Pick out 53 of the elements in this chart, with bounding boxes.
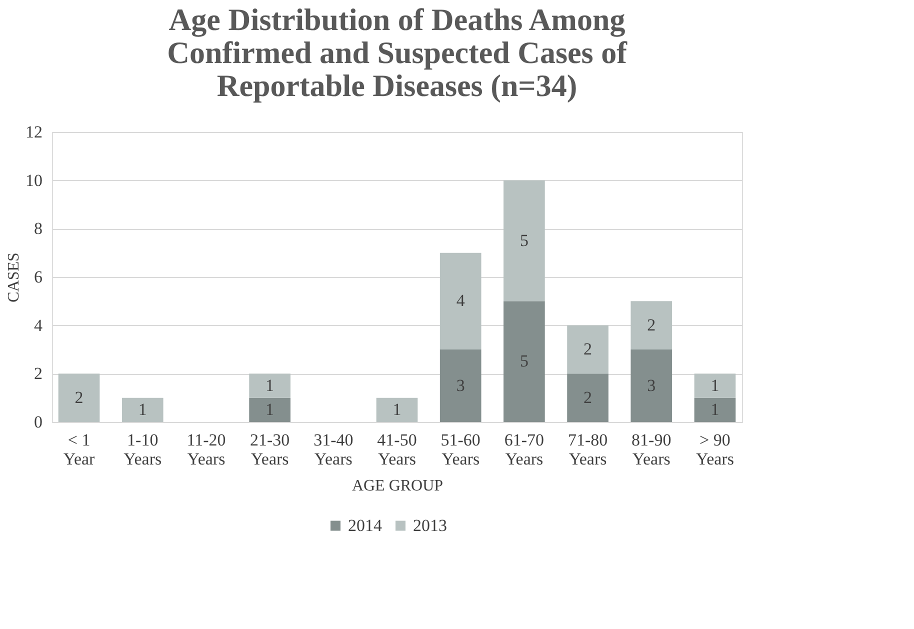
bar <box>567 374 608 422</box>
data-label: 1 <box>138 400 147 419</box>
y-tick-label: 8 <box>34 219 42 238</box>
bar <box>122 398 164 422</box>
data-label: 5 <box>520 352 528 371</box>
data-label: 3 <box>647 376 656 395</box>
x-tick-label: 61-70 Years <box>504 430 544 468</box>
x-tick-label: 51-60 Years <box>440 430 480 468</box>
x-tick-label: 41-50 Years <box>377 430 417 468</box>
x-tick-label: 21-30 Years <box>250 430 290 468</box>
x-tick-label: 31-40 Years <box>314 430 354 468</box>
data-label: 1 <box>266 400 274 419</box>
x-tick-label: 71-80 Years <box>568 430 608 468</box>
data-label: 1 <box>710 376 720 395</box>
bar <box>440 350 482 422</box>
y-tick-label: 4 <box>34 316 43 335</box>
bar <box>376 398 418 422</box>
bar <box>58 374 100 422</box>
data-label: 2 <box>584 388 592 407</box>
legend-label: 2014 <box>348 516 382 535</box>
bar <box>249 398 290 422</box>
y-tick-label: 0 <box>34 412 42 432</box>
x-tick-label: 81-90 Years <box>632 430 672 468</box>
bar <box>249 374 290 398</box>
bar <box>630 350 672 422</box>
data-label: 1 <box>266 376 274 395</box>
bar <box>504 301 545 422</box>
x-axis-title: AGE GROUP <box>352 478 444 494</box>
bar <box>440 252 482 350</box>
data-label: 5 <box>520 230 528 250</box>
y-tick-label: 2 <box>34 364 42 384</box>
y-tick-label: 10 <box>26 170 42 190</box>
data-label: 1 <box>710 400 720 419</box>
x-tick-label: 1-10 Years <box>124 430 162 468</box>
x-tick-label: < 1 Year <box>63 430 96 468</box>
y-tick-label: 12 <box>26 122 42 142</box>
data-label: 2 <box>584 340 592 358</box>
y-tick-label: 6 <box>34 268 42 286</box>
y-axis-title: CASES <box>6 252 22 302</box>
data-label: 4 <box>456 291 466 310</box>
bar <box>504 180 545 302</box>
x-tick-label: > 90 Years <box>696 430 734 468</box>
data-label: 2 <box>74 388 84 407</box>
data-label: 1 <box>392 400 402 419</box>
bar <box>567 325 608 374</box>
x-tick-label: 11-20 Years <box>186 430 226 468</box>
bar <box>630 301 672 350</box>
legend-label: 2013 <box>413 516 447 535</box>
bar <box>694 374 736 398</box>
chart-title: Age Distribution of Deaths Among Confirmed and Suspected Cases of Reportable Diseases (n=34) <box>167 2 628 103</box>
data-label: 3 <box>456 376 465 395</box>
bar <box>694 398 736 422</box>
data-label: 2 <box>647 315 656 334</box>
